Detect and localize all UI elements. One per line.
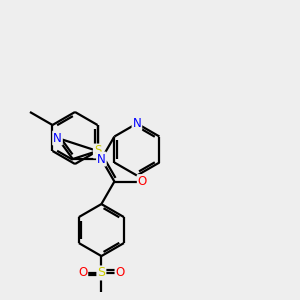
Text: O: O <box>138 175 147 188</box>
Text: N: N <box>133 117 141 130</box>
Text: N: N <box>97 152 106 166</box>
Text: S: S <box>98 266 105 280</box>
Text: O: O <box>78 266 87 280</box>
Text: O: O <box>116 266 125 280</box>
Text: N: N <box>53 131 62 145</box>
Text: S: S <box>94 145 101 158</box>
